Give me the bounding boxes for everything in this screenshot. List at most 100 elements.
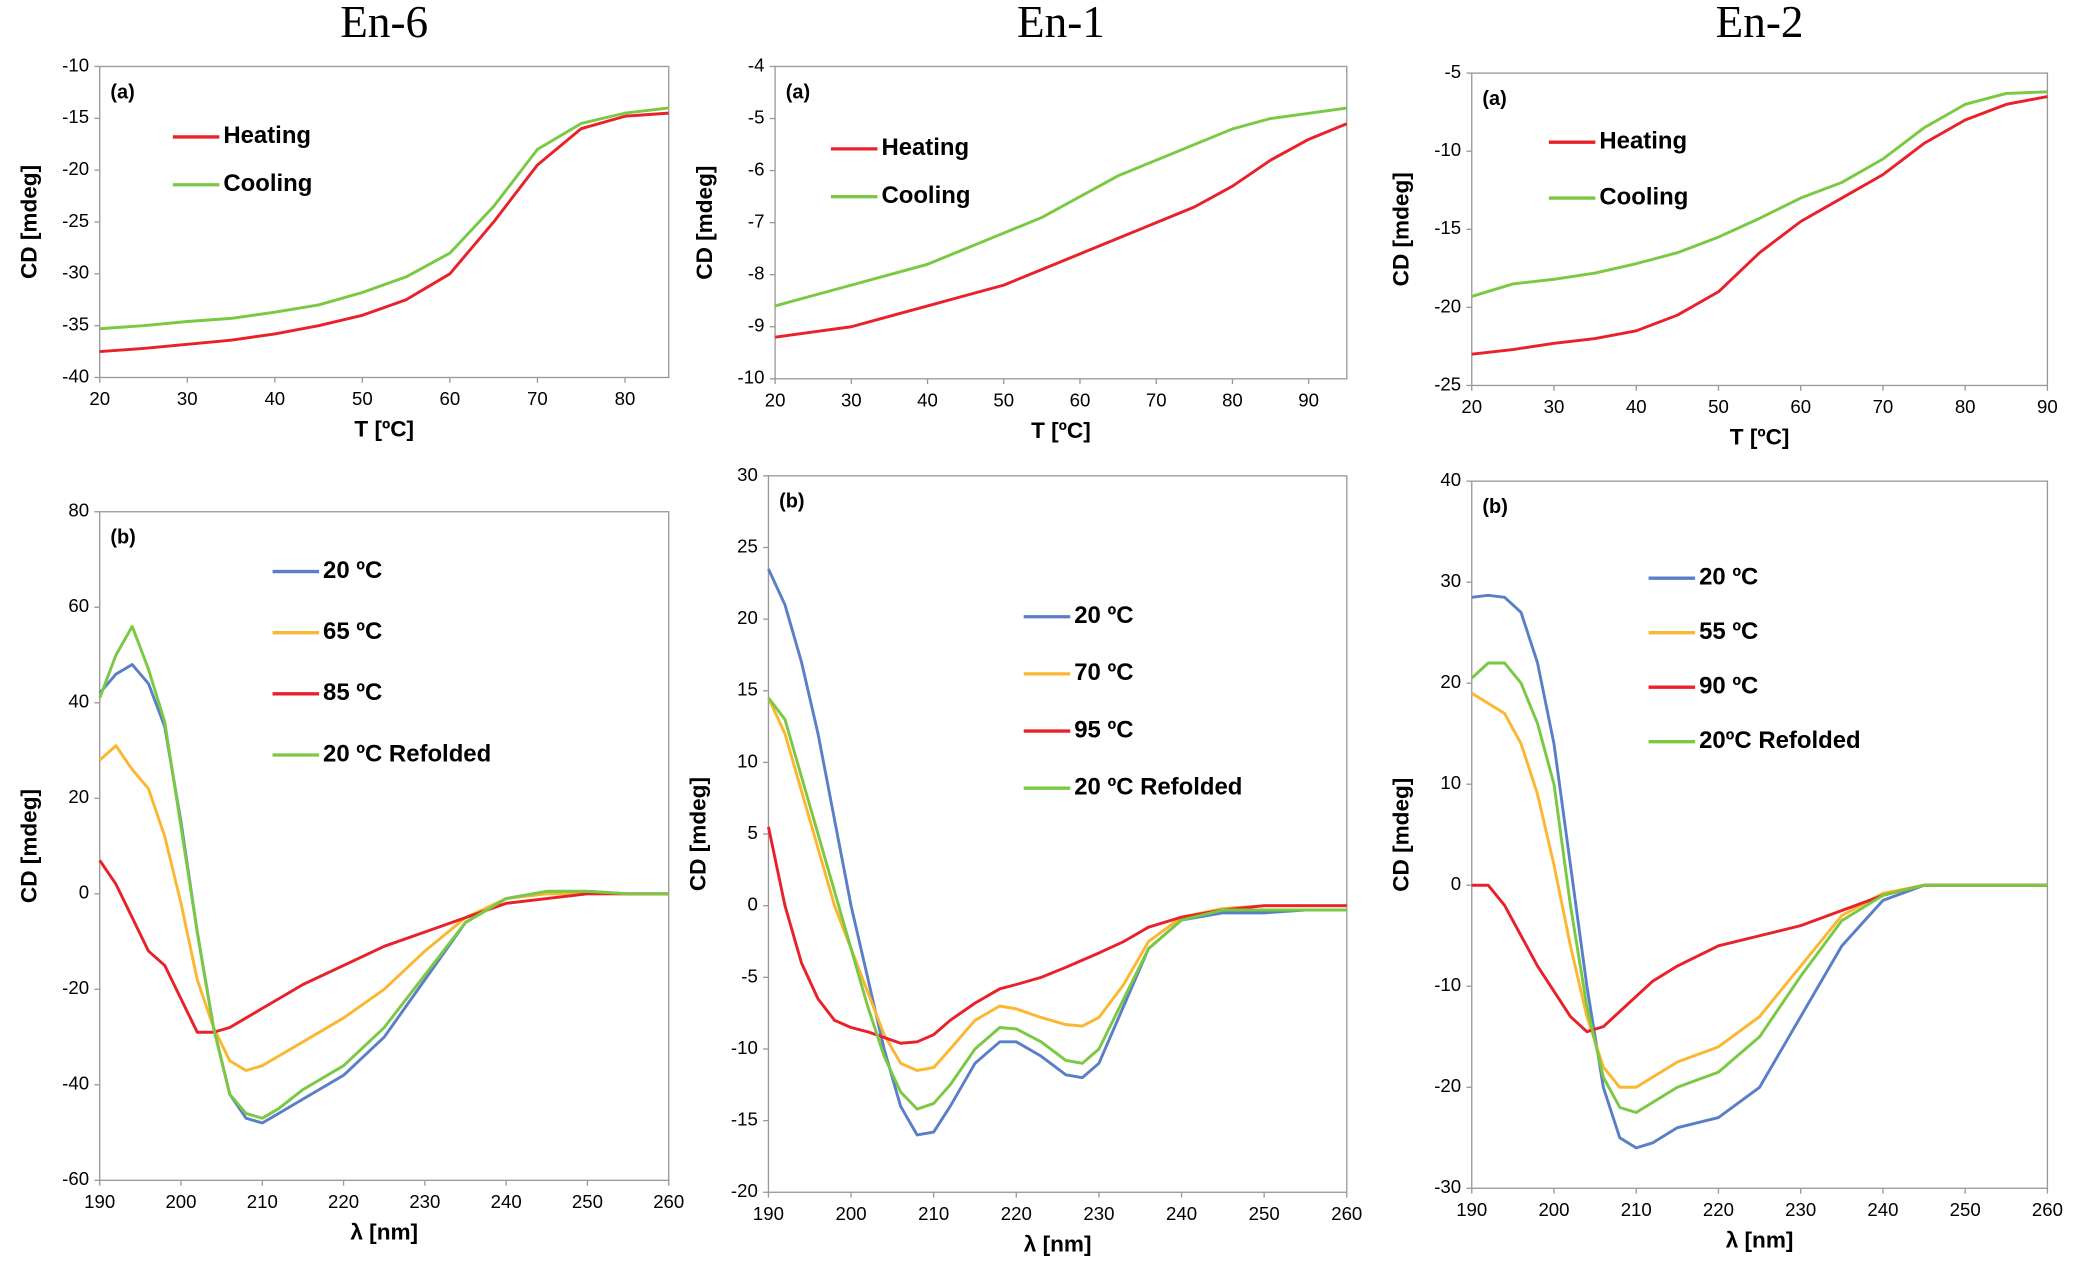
- plot-frame: [99, 65, 670, 379]
- y-tick-label: 15: [737, 679, 758, 700]
- y-axis-label: CD [mdeg]: [17, 165, 42, 279]
- y-tick-label: -10: [731, 1037, 758, 1058]
- x-tick-label: 30: [177, 388, 198, 409]
- x-axis-label: λ [nm]: [350, 1219, 418, 1244]
- x-tick-label: 230: [1083, 1203, 1114, 1224]
- x-tick-label: 60: [1070, 389, 1091, 410]
- y-tick-label: -15: [731, 1109, 758, 1130]
- x-tick-label: 40: [1626, 396, 1647, 417]
- column-title: En-6: [340, 0, 428, 47]
- y-tick-label: -15: [1434, 217, 1461, 238]
- y-tick-label: -5: [1445, 61, 1462, 82]
- panel-label: (b): [1482, 496, 1507, 518]
- x-axis-label: T [ºC]: [354, 417, 414, 442]
- y-tick-label: -4: [748, 54, 765, 75]
- x-tick-label: 210: [247, 1191, 278, 1212]
- series-line: [774, 122, 1348, 339]
- x-axis-label: λ [nm]: [1726, 1227, 1794, 1252]
- y-axis-label: CD [mdeg]: [1389, 172, 1414, 286]
- x-axis-label: T [ºC]: [1730, 425, 1790, 450]
- y-tick-label: -40: [62, 365, 89, 386]
- x-tick-label: 190: [753, 1203, 784, 1224]
- x-tick-label: 40: [264, 388, 285, 409]
- series-line: [767, 697, 1347, 1072]
- series-line: [767, 568, 1347, 1137]
- x-tick-label: 80: [1955, 396, 1976, 417]
- panel-label: (b): [779, 491, 804, 513]
- y-tick-label: -30: [1434, 1176, 1461, 1197]
- x-tick-label: 20: [89, 388, 110, 409]
- y-tick-label: 5: [747, 822, 757, 843]
- x-tick-label: 80: [615, 388, 636, 409]
- y-tick-label: -10: [1434, 139, 1461, 160]
- x-tick-label: 260: [1331, 1203, 1362, 1224]
- x-tick-label: 50: [1708, 396, 1729, 417]
- x-tick-label: 50: [993, 389, 1014, 410]
- legend-label: 20 ºC Refolded: [1074, 774, 1242, 801]
- y-tick-label: 30: [1440, 570, 1461, 591]
- x-tick-label: 250: [1950, 1199, 1981, 1220]
- x-tick-label: 80: [1222, 389, 1243, 410]
- panel-label: (a): [110, 81, 134, 103]
- legend-label: Heating: [881, 134, 969, 161]
- x-tick-label: 230: [409, 1191, 440, 1212]
- y-tick-label: 20: [737, 607, 758, 628]
- x-tick-label: 220: [1001, 1203, 1032, 1224]
- y-tick-label: 20: [68, 786, 89, 807]
- legend-label: 90 ºC: [1699, 673, 1758, 700]
- x-tick-label: 40: [917, 389, 938, 410]
- y-tick-label: -60: [62, 1168, 89, 1189]
- series-line: [1471, 593, 2048, 1150]
- x-tick-label: 230: [1785, 1199, 1816, 1220]
- y-tick-label: -25: [1434, 373, 1461, 394]
- x-tick-label: 30: [841, 389, 862, 410]
- x-tick-label: 90: [1298, 389, 1319, 410]
- y-tick-label: 0: [747, 894, 757, 915]
- x-tick-label: 70: [1873, 396, 1894, 417]
- legend-label: 20 ºC: [1699, 564, 1758, 591]
- x-tick-label: 190: [84, 1191, 115, 1212]
- y-tick-label: 40: [68, 691, 89, 712]
- x-tick-label: 20: [1461, 396, 1482, 417]
- y-tick-label: 80: [68, 500, 89, 521]
- y-tick-label: -5: [741, 965, 758, 986]
- y-tick-label: -20: [62, 977, 89, 998]
- series-line: [774, 106, 1347, 308]
- legend-label: 20 ºC Refolded: [323, 740, 491, 767]
- series-line: [767, 697, 1347, 1111]
- y-tick-label: -35: [62, 314, 89, 335]
- x-tick-label: 200: [165, 1191, 196, 1212]
- y-axis-label: CD [mdeg]: [692, 166, 717, 280]
- x-tick-label: 60: [440, 388, 461, 409]
- x-tick-label: 30: [1544, 396, 1565, 417]
- column-title: En-1: [1017, 0, 1105, 47]
- y-tick-label: 20: [1440, 671, 1461, 692]
- y-tick-label: 10: [737, 750, 758, 771]
- y-tick-label: -20: [731, 1180, 758, 1201]
- x-tick-label: 260: [2032, 1199, 2063, 1220]
- x-tick-label: 210: [1621, 1199, 1652, 1220]
- y-tick-label: -8: [748, 263, 765, 284]
- x-tick-label: 220: [328, 1191, 359, 1212]
- y-tick-label: 0: [79, 882, 89, 903]
- x-tick-label: 50: [352, 388, 373, 409]
- legend-label: 65 ºC: [323, 618, 382, 645]
- x-tick-label: 250: [572, 1191, 603, 1212]
- legend-label: Cooling: [223, 170, 312, 197]
- series-line: [1471, 95, 2048, 356]
- legend-label: Cooling: [1599, 183, 1688, 210]
- x-tick-label: 200: [1538, 1199, 1569, 1220]
- series-line: [98, 624, 669, 1120]
- y-tick-label: -10: [738, 367, 765, 388]
- x-tick-label: 60: [1790, 396, 1811, 417]
- x-tick-label: 240: [1867, 1199, 1898, 1220]
- series-line: [1471, 883, 2048, 1034]
- legend-label: Heating: [1599, 128, 1687, 155]
- legend-label: 20 ºC: [323, 557, 382, 584]
- plot-frame: [767, 475, 1348, 1193]
- legend-label: 95 ºC: [1074, 716, 1133, 743]
- series-line: [1470, 661, 2048, 1114]
- series-line: [98, 859, 669, 1034]
- legend-label: 70 ºC: [1074, 659, 1133, 686]
